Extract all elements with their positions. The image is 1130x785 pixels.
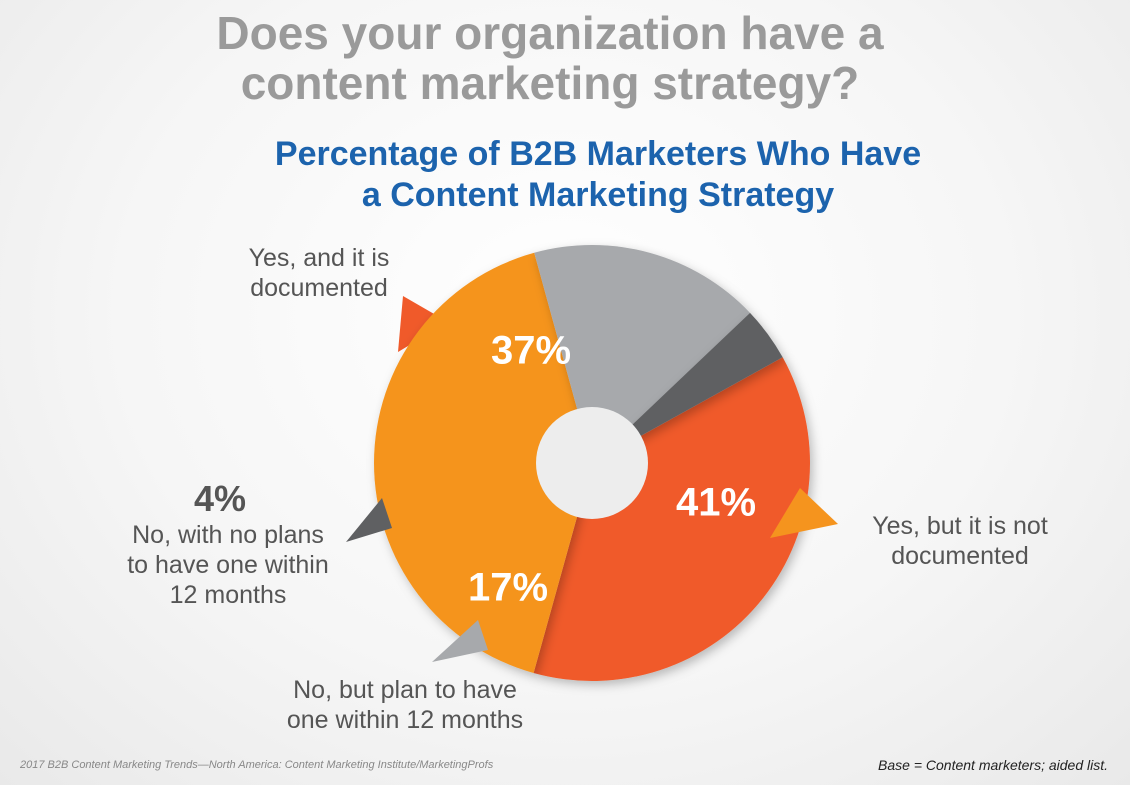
donut-slice — [373, 252, 592, 674]
callout-pointer — [398, 296, 448, 352]
base-note: Base = Content marketers; aided list. — [878, 757, 1108, 773]
slice-label-no-plans: No, with no plans to have one within 12 … — [98, 520, 358, 610]
slice-label-line: Yes, and it is — [248, 244, 390, 272]
source-note: 2017 B2B Content Marketing Trends—North … — [20, 759, 494, 771]
slice-group — [398, 296, 810, 681]
slice-group — [373, 252, 838, 674]
donut-slice — [592, 312, 783, 463]
slice-label-line: documented — [891, 542, 1029, 570]
headline: Does your organization have a content ma… — [0, 8, 1100, 108]
slice-label-yes-documented: Yes, and it is documented — [214, 243, 424, 303]
slice-label-line: one within 12 months — [286, 706, 524, 734]
donut-slice — [533, 357, 810, 681]
slice-value-label: 17% — [468, 566, 548, 610]
slice-label-line: No, with no plans — [132, 521, 324, 549]
chart-title-line-1: Percentage of B2B Marketers Who Have — [274, 135, 922, 173]
slice-label-line: documented — [250, 274, 388, 302]
callout-pointer — [346, 498, 392, 542]
slice-label-line: 12 months — [169, 581, 287, 609]
slice-label-line: Yes, but it is not — [872, 512, 1048, 540]
chart-title-line-2: a Content Marketing Strategy — [361, 176, 835, 214]
headline-line-1: Does your organization have a — [216, 7, 884, 59]
slice-value-label: 41% — [676, 481, 756, 525]
callout-pointer — [770, 488, 838, 538]
slice-label-line: to have one within — [127, 551, 329, 579]
chart-title: Percentage of B2B Marketers Who Have a C… — [0, 134, 1130, 216]
donut-hole — [536, 407, 648, 519]
slice-value-label: 37% — [491, 329, 571, 373]
slice-group — [346, 312, 783, 542]
slice-label-no-but-plan: No, but plan to have one within 12 month… — [250, 675, 560, 735]
slice-value-no-plans: 4% — [193, 478, 247, 519]
callout-pointer — [432, 620, 488, 662]
headline-line-2: content marketing strategy? — [240, 57, 860, 109]
slice-label-yes-not-documented: Yes, but it is not documented — [840, 511, 1080, 571]
slice-label-line: No, but plan to have — [293, 676, 517, 704]
